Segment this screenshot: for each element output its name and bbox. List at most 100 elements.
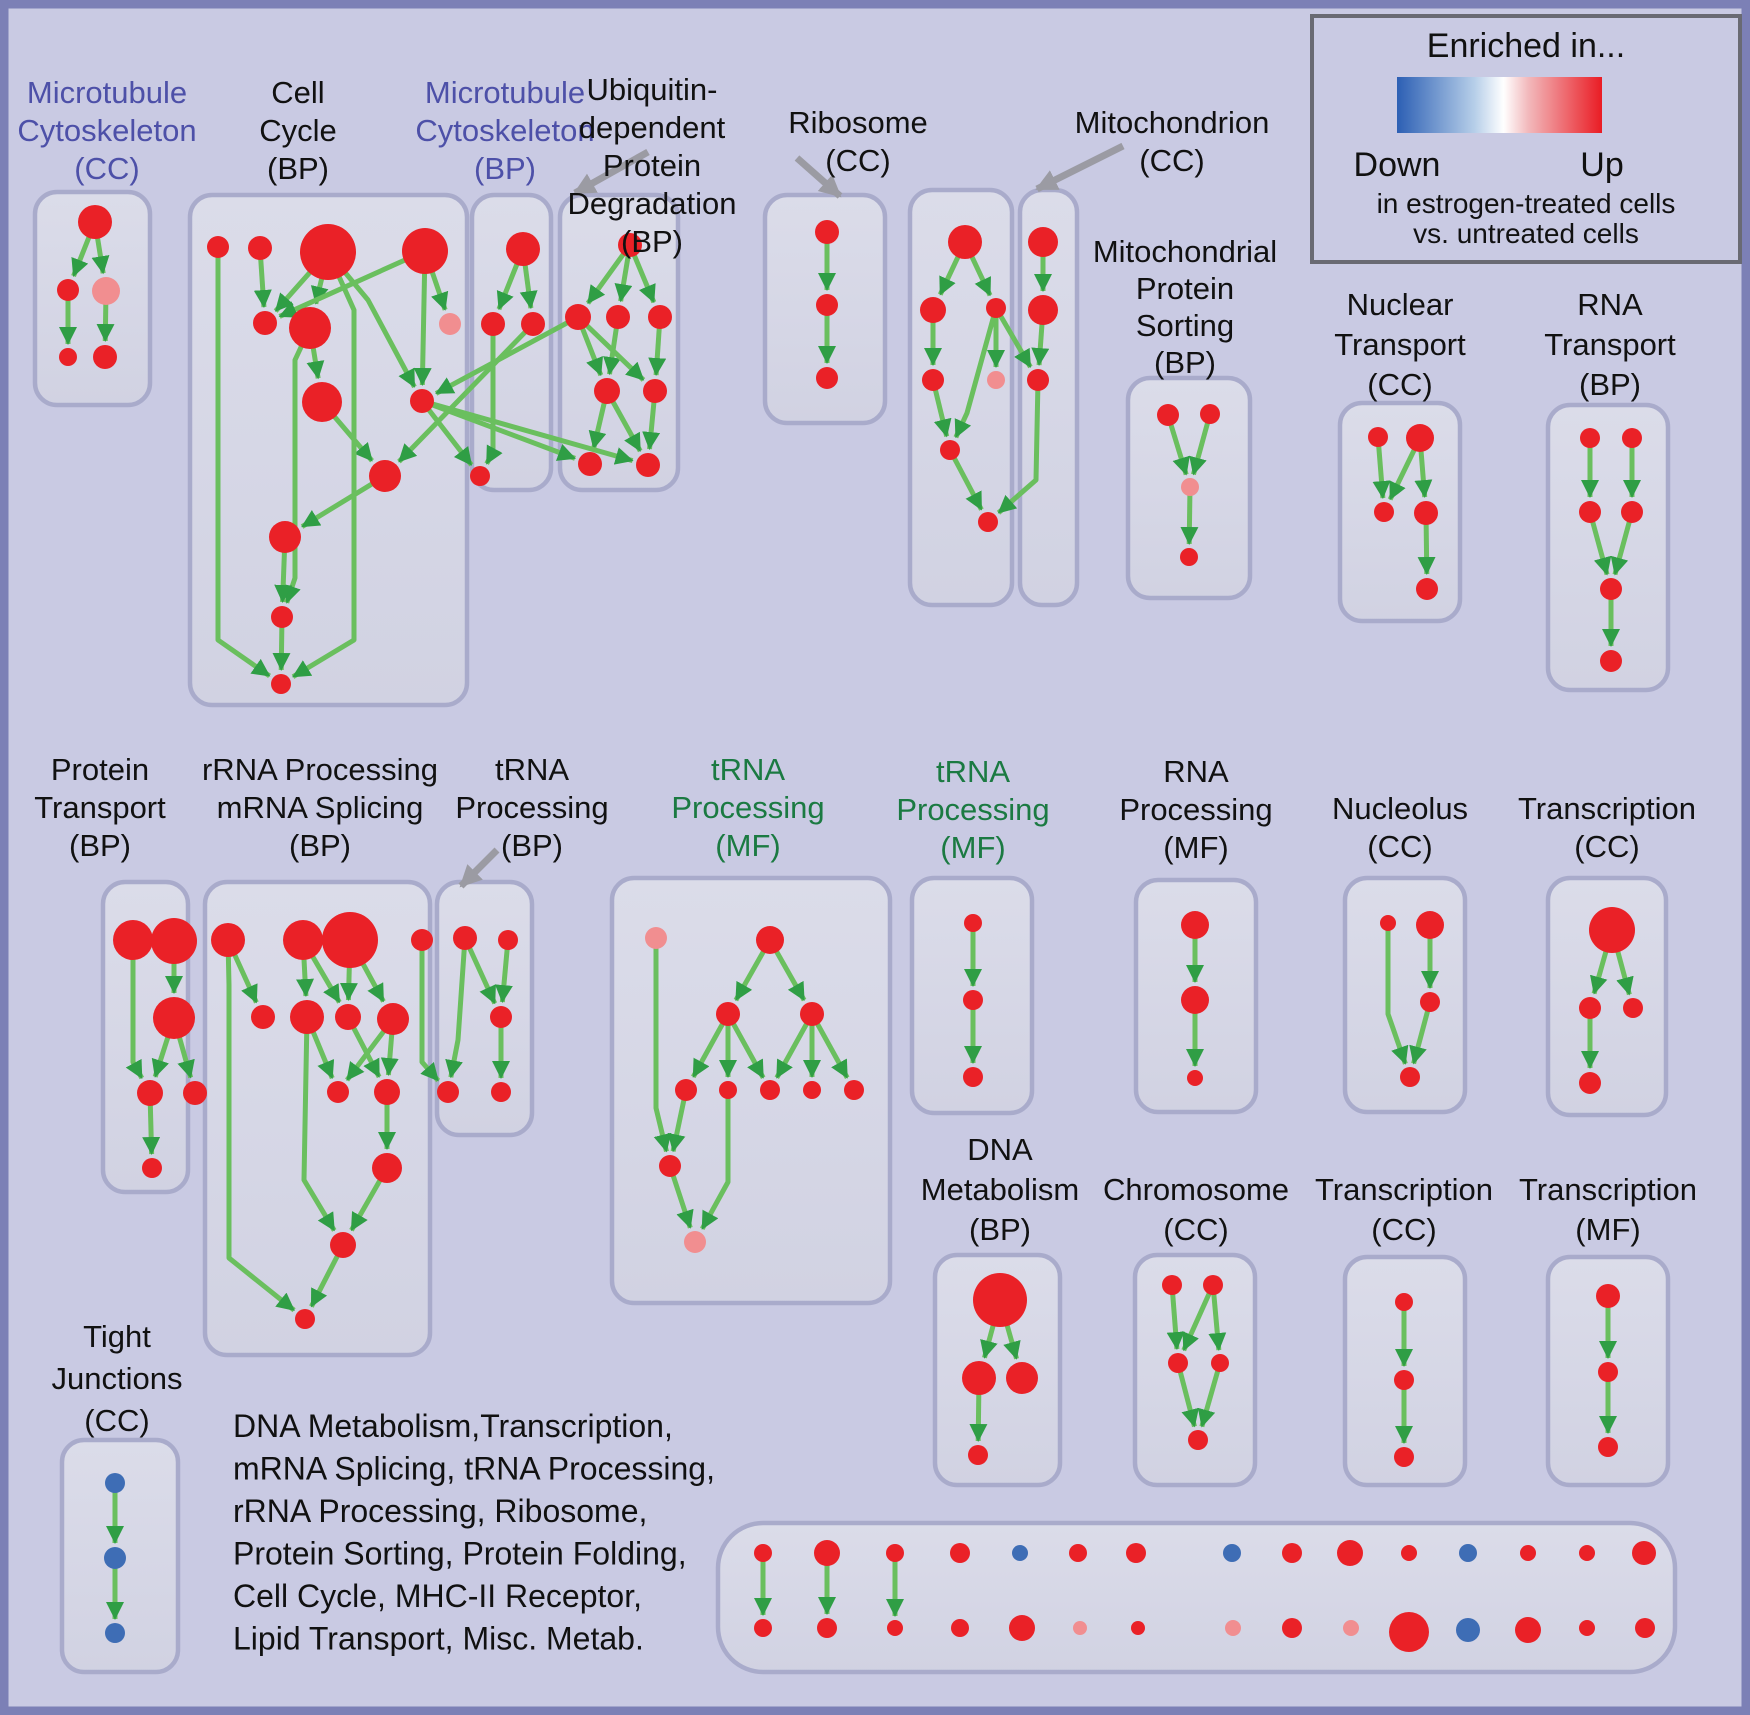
go-term-node-up — [295, 1309, 315, 1329]
go-term-node-up — [800, 1002, 824, 1026]
go-term-node-up — [962, 1361, 996, 1395]
edge-trna-processing-mf-1 — [774, 1012, 815, 1079]
go-term-node-up — [1414, 501, 1438, 525]
label-pointer-arrow — [1035, 142, 1125, 193]
cluster-box-mitochondrion-cc — [1017, 187, 1080, 608]
go-term-node-weak-up — [1225, 1620, 1241, 1636]
edge-rrna-processing-mrna-splicing-bp — [225, 939, 296, 1313]
go-term-node-up — [322, 912, 378, 968]
go-term-node-up — [968, 1445, 988, 1465]
go-term-node-up — [1337, 1540, 1363, 1566]
cluster-label-rrna-processing-mrna-splicing-bp: rRNA Processing mRNA Splicing (BP) — [202, 752, 438, 863]
go-term-node-up — [844, 1080, 864, 1100]
go-term-node-up — [675, 1079, 697, 1101]
edge-chromosome-cc — [1175, 1362, 1199, 1428]
cluster-box-misc-cluster — [715, 1520, 1678, 1675]
go-term-node-up — [1131, 1621, 1145, 1635]
legend-caption-line: in estrogen-treated cells — [1377, 188, 1676, 219]
go-term-node-up — [470, 466, 490, 486]
go-term-node-up — [153, 997, 195, 1039]
go-term-node-up — [978, 512, 998, 532]
go-term-node-up — [1069, 1544, 1087, 1562]
cluster-label-mt-cytoskeleton-bp: Microtubule Cytoskeleton (BP) — [415, 75, 594, 186]
cluster-label-trna-processing-bp: tRNA Processing (BP) — [455, 752, 608, 863]
go-term-node-up — [1416, 578, 1438, 600]
go-term-node-up — [302, 382, 342, 422]
go-term-node-up — [1168, 1353, 1188, 1373]
cluster-label-protein-transport-bp: Protein Transport (BP) — [34, 752, 166, 863]
cross-cluster-edge — [397, 322, 535, 464]
go-term-node-up — [1027, 369, 1049, 391]
go-term-node-up — [606, 305, 630, 329]
legend-color-gradient-bar — [1397, 77, 1602, 133]
go-term-node-up — [283, 920, 323, 960]
go-term-node-up — [377, 1003, 409, 1035]
nodes-layer — [57, 205, 1656, 1652]
go-term-node-up — [886, 1544, 904, 1562]
cluster-label-mitochondrial-protein-sorting-bp: Mitochondrial Protein Sorting (BP) — [1093, 234, 1277, 380]
go-term-node-up — [716, 1002, 740, 1026]
cluster-label-tight-junctions-cc: Tight Junctions (CC) — [52, 1319, 183, 1438]
go-term-node-up — [754, 1544, 772, 1562]
cluster-label-dna-metabolism-bp: DNA Metabolism (BP) — [921, 1132, 1080, 1247]
go-term-node-up — [1515, 1617, 1541, 1643]
legend-caption-line: vs. untreated cells — [1413, 218, 1639, 249]
go-term-node-up — [300, 224, 356, 280]
go-term-node-up — [1009, 1615, 1035, 1641]
go-term-node-up — [643, 379, 667, 403]
go-term-node-weak-up — [439, 313, 461, 335]
cluster-label-chromosome-cc: Chromosome (CC) — [1103, 1172, 1289, 1247]
go-term-node-up — [814, 1540, 840, 1566]
edge-chromosome-cc — [1181, 1283, 1216, 1352]
legend-box — [1310, 14, 1742, 264]
go-term-node-up — [618, 233, 642, 257]
edge-trna-processing-bp — [494, 939, 513, 1004]
edge-cell-cycle-bp — [278, 248, 427, 319]
cluster-box-dna-metabolism-bp — [932, 1252, 1063, 1488]
go-term-node-up — [78, 205, 112, 239]
go-term-node-up — [636, 453, 660, 477]
go-term-node-up — [963, 1067, 983, 1087]
go-term-node-up — [594, 378, 620, 404]
go-term-node-up — [1126, 1543, 1146, 1563]
go-term-node-up — [1028, 227, 1058, 257]
edge-protein-transport-bp — [125, 940, 145, 1080]
cross-cluster-edge — [420, 399, 474, 467]
cluster-label-ubiquitin-degradation-bp: Ubiquitin-dependent Protein Degradation (BP… — [568, 72, 737, 259]
go-term-node-up — [290, 1000, 324, 1034]
edge-trna-processing-mf-1 — [809, 1012, 850, 1079]
cluster-box-chromosome-cc — [1132, 1252, 1258, 1488]
go-term-node-up — [453, 926, 477, 950]
go-term-node-up — [659, 1155, 681, 1177]
label-pointer-arrow — [794, 155, 843, 199]
go-term-node-up — [1589, 907, 1635, 953]
edge-nucleolus-cc — [1385, 923, 1409, 1065]
go-term-node-up — [330, 1232, 356, 1258]
go-term-node-up — [113, 920, 153, 960]
go-term-node-up — [1579, 1620, 1595, 1636]
go-term-node-up — [207, 236, 229, 258]
legend-up-label: Up — [1580, 146, 1623, 184]
cluster-label-ribosome-cc: Ribosome (CC) — [788, 105, 928, 178]
go-term-node-up — [1580, 428, 1600, 448]
go-term-node-up — [1600, 578, 1622, 600]
edge-rrna-processing-mrna-splicing-bp — [301, 1016, 337, 1232]
go-term-node-up — [1181, 911, 1209, 939]
edge-chromosome-cc — [1197, 1362, 1223, 1428]
cross-cluster-edge — [996, 379, 1041, 515]
cross-cluster-edge — [419, 940, 441, 1083]
go-term-node-up — [1187, 1070, 1203, 1086]
go-term-node-down — [105, 1623, 125, 1643]
go-term-node-up — [1622, 428, 1642, 448]
go-term-node-up — [491, 1082, 511, 1102]
go-term-node-weak-up — [645, 927, 667, 949]
go-term-node-up — [1596, 1284, 1620, 1308]
labels-layer: Microtubule Cytoskeleton (CC) Cell Cycle (BP)… — [17, 72, 1697, 1657]
go-term-node-up — [137, 1080, 163, 1106]
go-term-node-up — [498, 930, 518, 950]
go-term-node-up — [1394, 1447, 1414, 1467]
go-term-node-up — [251, 1005, 275, 1029]
edge-mitochondrial-protein-sorting-bp — [1180, 486, 1199, 546]
go-term-node-up — [481, 312, 505, 336]
go-term-node-weak-up — [987, 371, 1005, 389]
